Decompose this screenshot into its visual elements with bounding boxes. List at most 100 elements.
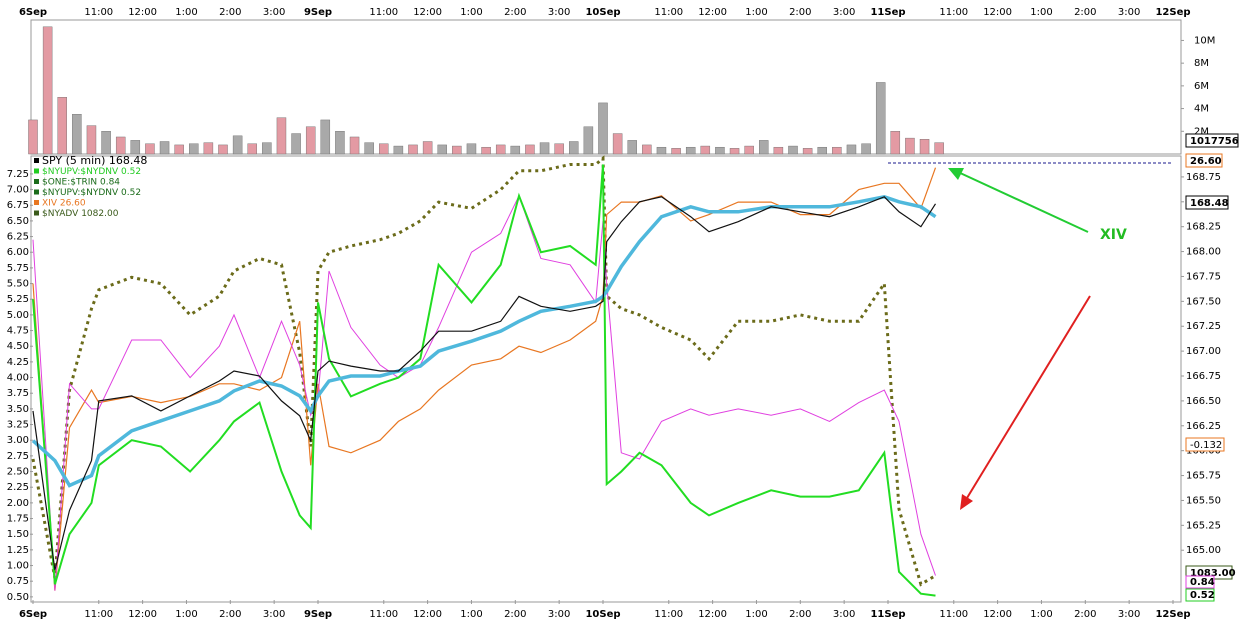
x-tick-label: 2:00 [504,609,526,620]
volume-tick-label: 10M [1194,35,1215,46]
y-tick-label: 1.00 [7,561,29,572]
volume-bar [700,145,711,155]
badge-label: 1083.00 [1190,568,1236,579]
y2-tick-label: 166.50 [1186,396,1221,407]
volume-bar [627,140,637,155]
x-tick-label: 12:00 [983,7,1012,18]
volume-bar [42,26,53,155]
badge-label: 0.52 [1190,590,1215,601]
volume-bar [569,141,579,155]
y-tick-label: 1.50 [7,529,29,540]
volume-bar [685,146,696,155]
x-tick-label: 11:00 [939,609,968,620]
volume-tick-label: 4M [1194,104,1209,115]
badge-label: 168.48 [1190,198,1229,209]
x-tick-label: 12:00 [698,609,727,620]
y-tick-label: 6.25 [7,232,29,243]
series-line [32,164,936,597]
y-tick-label: 2.25 [7,482,29,493]
volume-bar [539,142,550,155]
volume-bar [145,143,155,155]
x-tick-label: 3:00 [548,7,570,18]
volume-bar [759,140,769,155]
x-tick-label: 1:00 [1030,7,1052,18]
volume-bar [832,146,842,155]
volume-bar [905,137,915,155]
volume-bar [525,144,535,155]
volume-bar [554,143,564,155]
volume-bar [364,142,374,155]
volume-bar [305,126,316,155]
volume-bar [189,143,199,155]
volume-bar [495,144,506,155]
volume-bar [612,133,623,155]
x-tick-label: 6Sep [19,609,47,620]
legend-swatch [34,210,39,216]
badge-box [1185,437,1225,452]
volume-bar [919,139,930,155]
green-arrow-head [948,168,964,180]
volume-bar [598,102,608,155]
volume-bar [349,136,360,155]
y2-tick-label: 167.50 [1186,296,1221,307]
volume-bar [291,133,301,155]
badge-box [1185,588,1215,602]
x-tick-label: 2:00 [1074,609,1096,620]
volume-bar [276,117,287,155]
x-tick-label: 3:00 [833,609,855,620]
volume-bar [393,145,404,155]
volume-bar [788,145,798,155]
volume-bar [101,131,111,155]
x-tick-label: 12Sep [1155,609,1190,620]
badge-label: 1017756 [1190,136,1239,147]
volume-bar [744,145,754,155]
green-arrow [957,171,1089,233]
volume-bar [86,125,97,155]
legend-swatch [34,168,39,174]
y-tick-label: 5.25 [7,294,29,305]
y-tick-label: 0.75 [7,576,29,587]
y-tick-label: 4.75 [7,326,29,337]
x-tick-label: 11:00 [654,609,683,620]
badge-label: -0.132 [1190,440,1222,451]
x-tick-label: 3:00 [548,609,570,620]
x-tick-label: 3:00 [263,7,285,18]
y2-tick-label: 166.75 [1186,371,1221,382]
volume-tick-label: 8M [1194,58,1209,69]
y-tick-label: 5.00 [7,310,29,321]
volume-bar [408,144,418,155]
volume-tick-label: 2M [1194,126,1209,137]
badge: 0.84 [1185,575,1215,589]
volume-bar [422,141,433,155]
badge: 0.52 [1185,588,1215,602]
volume-bar [846,144,857,155]
x-tick-label: 2:00 [789,7,811,18]
volume-bar [174,144,184,155]
x-tick-label: 2:00 [504,7,526,18]
y-tick-label: 4.50 [7,341,29,352]
badge: -0.132 [1185,437,1225,452]
volume-bar [232,135,243,155]
y-tick-label: 3.75 [7,388,29,399]
x-tick-label: 9Sep [304,609,332,620]
legend-label: XIV 26.60 [42,199,86,209]
x-tick-label: 11:00 [369,609,398,620]
y2-tick-label: 165.00 [1186,545,1221,556]
volume-bar [802,148,813,155]
badge-box [1185,575,1215,589]
plot-area: 6Sep 6Sep 11:00 11:00 12:00 12:00 1:00 1:00 2:00… [7,7,1221,620]
legend-swatch [34,158,39,163]
x-tick-label: 3:00 [1118,609,1140,620]
x-tick-label: 12Sep [1155,7,1190,18]
y-tick-label: 3.00 [7,435,29,446]
y2-tick-label: 168.25 [1186,222,1221,233]
volume-bar [335,131,345,155]
x-tick-label: 2:00 [219,7,241,18]
x-tick-label: 12:00 [128,609,157,620]
volume-bar [28,119,38,155]
volume-bar [875,82,886,155]
legend-swatch [34,200,39,205]
badge: 26.60 [1185,153,1223,168]
